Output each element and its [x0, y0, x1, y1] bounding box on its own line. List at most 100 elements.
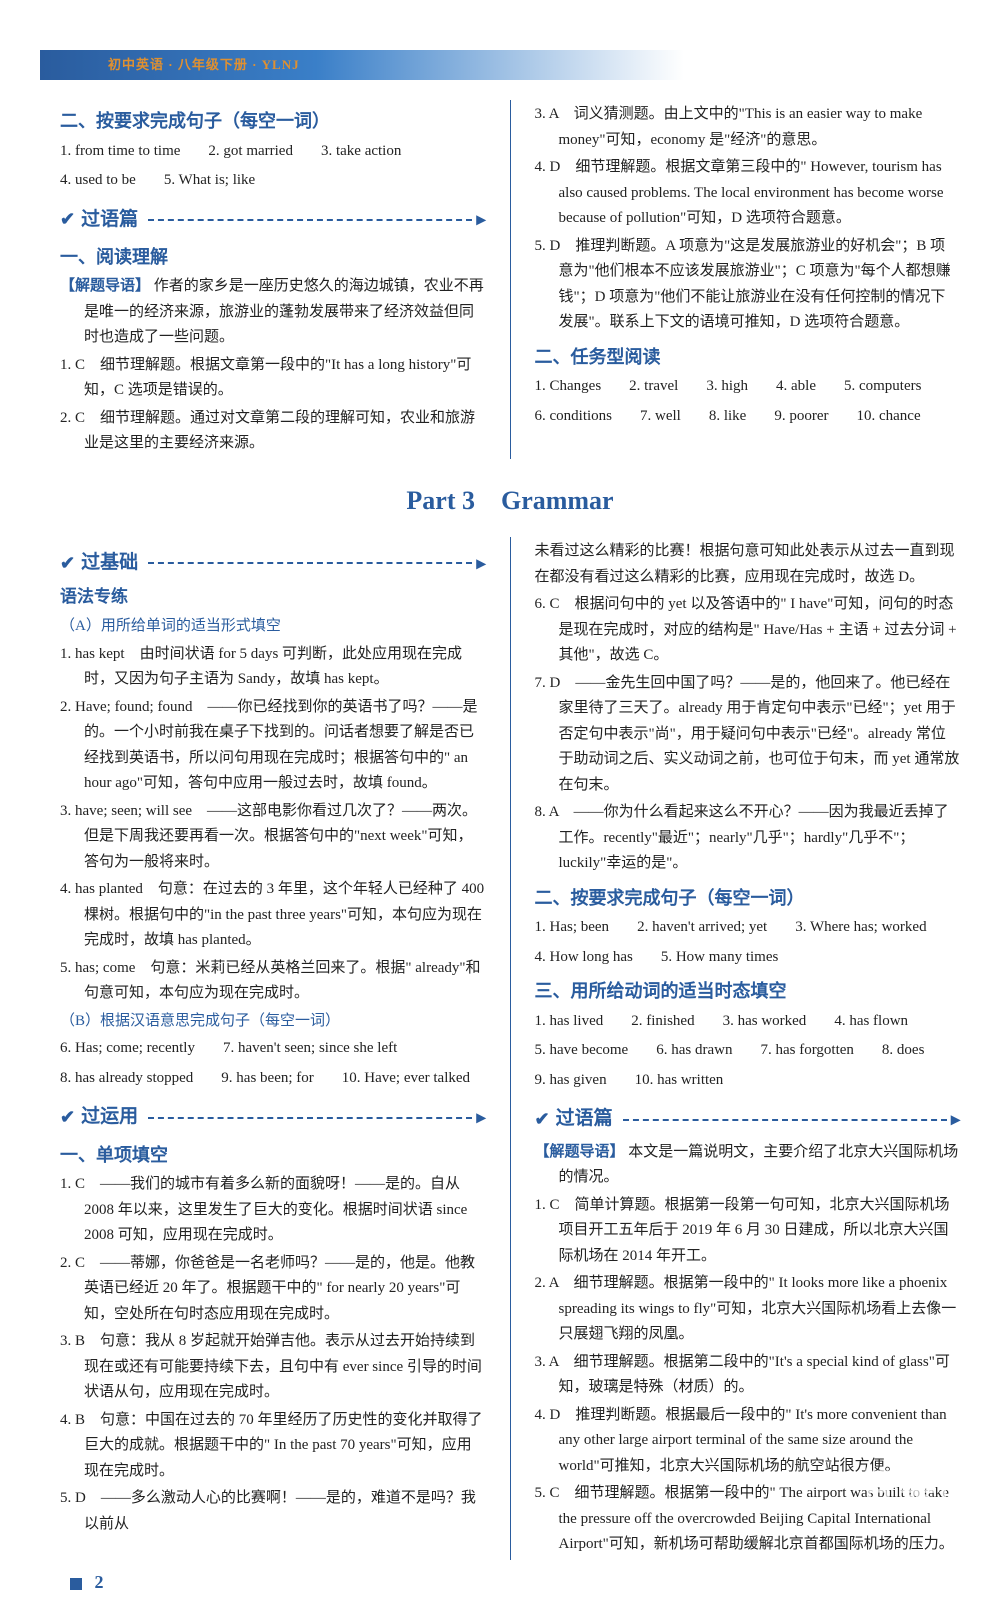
ans: 8. like — [709, 404, 747, 430]
header-label: 过运用 — [81, 1101, 138, 1133]
qa-item: 1. C 简单计算题。根据第一段第一句可知，北京大兴国际机场项目开工五年后于 2… — [535, 1193, 961, 1270]
ans: 9. has been; for — [221, 1066, 313, 1092]
ans: 1. Has; been — [535, 915, 610, 941]
qa-item: 未看过这么精彩的比赛！根据句意可知此处表示从过去一直到现在都没有看过这么精彩的比… — [535, 539, 961, 590]
qa-item: 4. B 句意：中国在过去的 70 年里经历了历史性的变化并取得了巨大的成就。根… — [60, 1408, 486, 1485]
ans: 2. finished — [631, 1009, 694, 1035]
ans: 7. haven't seen; since she left — [223, 1036, 397, 1062]
ans: 10. chance — [856, 404, 920, 430]
qa-item: 5. has; come 句意：米莉已经从英格兰回来了。根据" already"… — [60, 956, 486, 1007]
ans: 8. has already stopped — [60, 1066, 193, 1092]
ans: 2. got married — [208, 139, 293, 165]
qa-item: 6. C 根据问句中的 yet 以及答语中的" I have"可知，问句的时态是… — [535, 592, 961, 669]
qa-item: 1. C 细节理解题。根据文章第一段中的"It has a long histo… — [60, 353, 486, 404]
qa-item: 3. A 词义猜测题。由上文中的"This is an easier way t… — [535, 102, 961, 153]
ans: 2. haven't arrived; yet — [637, 915, 767, 941]
answers-row: 1. from time to time 2. got married 3. t… — [60, 139, 486, 194]
ans: 3. take action — [321, 139, 401, 165]
subsection-title: 语法专练 — [60, 583, 486, 612]
ans: 4. used to be — [60, 168, 136, 194]
ans: 5. have become — [535, 1038, 629, 1064]
tick-icon: ✔ — [60, 1102, 75, 1133]
ans: 5. What is; like — [164, 168, 255, 194]
qa-item: 2. Have; found; found ——你已经找到你的英语书了吗？——是… — [60, 695, 486, 797]
qa-item: 2. A 细节理解题。根据第一段中的" It looks more like a… — [535, 1271, 961, 1348]
book-label: 初中英语 · 八年级下册 · YLNJ — [108, 54, 300, 76]
ans: 4. has flown — [834, 1009, 908, 1035]
ans: 6. conditions — [535, 404, 613, 430]
arrow-icon: ▸ — [476, 204, 485, 235]
watermark-sub: MXQE.COM — [871, 1499, 980, 1523]
dash-line — [148, 562, 472, 564]
section-title: 二、任务型阅读 — [535, 342, 961, 373]
ans: 6. Has; come; recently — [60, 1036, 195, 1062]
answers-row: 6. Has; come; recently 7. haven't seen; … — [60, 1036, 486, 1091]
qa-item: 8. A ——你为什么看起来这么不开心？——因为我最近丢掉了工作。recentl… — [535, 800, 961, 877]
qa-item: 1. C ——我们的城市有着多么新的面貌呀！——是的。自从 2008 年以来，这… — [60, 1172, 486, 1249]
answers-row: 1. Changes 2. travel 3. high 4. able 5. … — [535, 374, 961, 429]
square-icon — [70, 1578, 82, 1590]
arrow-icon: ▸ — [951, 1104, 960, 1135]
qa-item: 1. has kept 由时间状语 for 5 days 可判断，此处应用现在完… — [60, 642, 486, 693]
qa-item: 3. B 句意：我从 8 岁起就开始弹吉他。表示从过去开始持续到现在或还有可能要… — [60, 1329, 486, 1406]
dash-line — [148, 1117, 472, 1119]
arrow-icon: ▸ — [476, 548, 485, 579]
header-label: 过语篇 — [556, 1103, 613, 1135]
qa-item: 3. A 细节理解题。根据第二段中的"It's a special kind o… — [535, 1350, 961, 1401]
header-bar: 初中英语 · 八年级下册 · YLNJ — [40, 50, 960, 80]
dash-line — [623, 1119, 947, 1121]
header-label: 过语篇 — [81, 204, 138, 236]
ans: 7. well — [640, 404, 681, 430]
qa-item: 2. C 细节理解题。通过对文章第二段的理解可知，农业和旅游业是这里的主要经济来… — [60, 406, 486, 457]
section-title: 二、按要求完成句子（每空一词） — [60, 106, 486, 137]
ans: 3. has worked — [723, 1009, 807, 1035]
dashed-header: ✔ 过语篇 ▸ — [60, 204, 486, 236]
qa-item: 5. D ——多么激动人心的比赛啊！——是的，难道不是吗？我以前从 — [60, 1486, 486, 1537]
ans: 7. has forgotten — [760, 1038, 853, 1064]
qa-item: 4. has planted 句意：在过去的 3 年里，这个年轻人已经种了 40… — [60, 877, 486, 954]
answers-row: 1. Has; been 2. haven't arrived; yet 3. … — [535, 915, 961, 970]
dash-line — [148, 219, 472, 221]
qa-item: 4. D 推理判断题。根据最后一段中的" It's more convenien… — [535, 1403, 961, 1480]
tick-icon: ✔ — [535, 1104, 550, 1135]
ans: 5. computers — [844, 374, 921, 400]
ans: 9. has given — [535, 1068, 607, 1094]
bottom-right-col: 未看过这么精彩的比赛！根据句意可知此处表示从过去一直到现在都没有看过这么精彩的比… — [535, 537, 961, 1559]
ans: 4. able — [776, 374, 816, 400]
header-label: 过基础 — [81, 547, 138, 579]
ans: 2. travel — [629, 374, 678, 400]
ans: 9. poorer — [774, 404, 828, 430]
answers-row: 1. has lived 2. finished 3. has worked 4… — [535, 1009, 961, 1094]
qa-item: 5. D 推理判断题。A 项意为"这是发展旅游业的好机会"；B 项意为"他们根本… — [535, 234, 961, 336]
sub-label: （A）用所给单词的适当形式填空 — [60, 614, 486, 640]
ans: 10. Have; ever talked — [342, 1066, 470, 1092]
top-left-col: 二、按要求完成句子（每空一词） 1. from time to time 2. … — [60, 100, 486, 459]
top-right-col: 3. A 词义猜测题。由上文中的"This is an easier way t… — [535, 100, 961, 459]
section-title: 二、按要求完成句子（每空一词） — [535, 883, 961, 914]
ans: 1. has lived — [535, 1009, 604, 1035]
ans: 1. from time to time — [60, 139, 180, 165]
ans: 6. has drawn — [656, 1038, 732, 1064]
column-divider — [510, 537, 511, 1559]
ans: 10. has written — [635, 1068, 724, 1094]
page: 初中英语 · 八年级下册 · YLNJ 二、按要求完成句子（每空一词） 1. f… — [0, 0, 1000, 1620]
guide-text: 【解题导语】 本文是一篇说明文，主要介绍了北京大兴国际机场的情况。 — [535, 1140, 961, 1191]
ans: 3. Where has; worked — [795, 915, 926, 941]
arrow-icon: ▸ — [476, 1102, 485, 1133]
ans: 5. How many times — [661, 945, 779, 971]
column-divider — [510, 100, 511, 459]
bottom-columns: ✔ 过基础 ▸ 语法专练 （A）用所给单词的适当形式填空 1. has kept… — [60, 537, 960, 1559]
ans: 3. high — [706, 374, 748, 400]
qa-item: 3. have; seen; will see ——这部电影你看过几次了？——两… — [60, 799, 486, 876]
section-title: 三、用所给动词的适当时态填空 — [535, 976, 961, 1007]
top-columns: 二、按要求完成句子（每空一词） 1. from time to time 2. … — [60, 100, 960, 459]
guide-text: 【解题导语】 作者的家乡是一座历史悠久的海边城镇，农业不再是唯一的经济来源，旅游… — [60, 274, 486, 351]
qa-item: 2. C ——蒂娜，你爸爸是一名老师吗？——是的，他是。他教英语已经近 20 年… — [60, 1251, 486, 1328]
qa-item: 7. D ——金先生回中国了吗？——是的，他回来了。他已经在家里待了三天了。al… — [535, 671, 961, 799]
dashed-header: ✔ 过基础 ▸ — [60, 547, 486, 579]
ans: 8. does — [882, 1038, 925, 1064]
bottom-left-col: ✔ 过基础 ▸ 语法专练 （A）用所给单词的适当形式填空 1. has kept… — [60, 537, 486, 1559]
tick-icon: ✔ — [60, 548, 75, 579]
sub-label: （B）根据汉语意思完成句子（每空一词） — [60, 1009, 486, 1035]
part-title: Part 3 Grammar — [60, 479, 960, 523]
